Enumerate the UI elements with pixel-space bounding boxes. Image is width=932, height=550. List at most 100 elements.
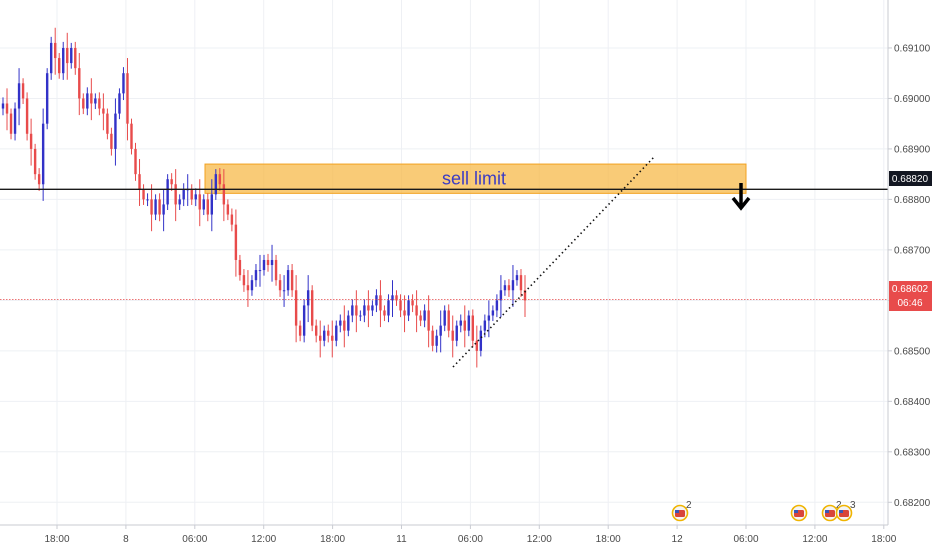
candle-body <box>238 259 242 276</box>
y-tick-label: 0.68800 <box>894 195 931 206</box>
candle-body <box>66 47 69 64</box>
candle-body <box>234 224 238 260</box>
candle-body <box>463 320 466 331</box>
sell-limit-label: sell limit <box>442 169 506 189</box>
candle-body <box>110 133 113 149</box>
candle-body <box>306 290 310 306</box>
candle-body <box>70 47 73 64</box>
y-tick-label: 0.68900 <box>894 144 931 155</box>
level-price-label: 0.68820 <box>892 174 929 185</box>
candle-body <box>491 310 495 316</box>
candle-body <box>250 280 254 291</box>
candle-body <box>302 305 306 336</box>
candle-body <box>475 340 479 351</box>
candle-body <box>90 93 93 104</box>
candle-body <box>178 199 181 205</box>
candle-body <box>407 300 410 316</box>
candle-body <box>519 275 523 291</box>
candle-body <box>399 300 402 311</box>
countdown-label: 06:46 <box>897 298 922 309</box>
y-tick-label: 0.68700 <box>894 245 931 256</box>
candle-body <box>174 184 177 205</box>
flag-canton <box>794 510 798 513</box>
candle-body <box>459 320 462 326</box>
candle-body <box>363 305 366 316</box>
candle-body <box>347 315 350 331</box>
time-axis[interactable]: 18:00 8 06:00 12:00 18:00 11 06:00 12:00 18:00 12… <box>44 525 897 545</box>
candle-body <box>282 290 286 292</box>
badge-count: 2 <box>686 500 692 511</box>
price-axis[interactable]: 0.69100 0.69000 0.68900 0.68800 0.68700 0.686… <box>888 43 931 509</box>
y-tick-label: 0.68200 <box>894 498 931 509</box>
candle-body <box>122 73 125 94</box>
candle-body <box>230 214 234 225</box>
candle-body <box>499 290 503 301</box>
candle-body <box>487 315 491 321</box>
candle-body <box>29 133 33 149</box>
event-badge[interactable] <box>790 504 808 522</box>
candle-body <box>258 270 262 272</box>
candle-body <box>278 280 282 291</box>
candlestick-series <box>1 27 527 368</box>
candle-body <box>351 305 354 316</box>
candle-body <box>74 47 77 69</box>
x-tick-label: 06:00 <box>182 534 207 545</box>
x-tick-label: 12:00 <box>802 534 827 545</box>
candle-body <box>106 113 109 134</box>
candle-body <box>25 98 29 134</box>
candle-body <box>138 174 141 190</box>
x-tick-label: 12:00 <box>527 534 552 545</box>
candle-body <box>246 285 250 291</box>
candle-body <box>367 305 370 311</box>
candle-body <box>415 305 418 316</box>
y-tick-label: 0.69000 <box>894 94 931 105</box>
gridlines <box>0 0 888 525</box>
x-tick-label: 18:00 <box>871 534 896 545</box>
candle-body <box>403 310 406 316</box>
event-badge[interactable]: 2 <box>671 500 693 522</box>
candle-body <box>222 184 226 205</box>
candle-body <box>314 325 318 336</box>
candle-body <box>391 295 394 301</box>
candle-body <box>190 189 193 200</box>
candle-body <box>198 194 201 210</box>
candle-body <box>359 315 362 317</box>
y-tick-label: 0.68400 <box>894 397 931 408</box>
event-badge[interactable]: 3 <box>835 500 857 522</box>
candle-body <box>290 270 294 291</box>
candle-body <box>214 174 218 195</box>
candle-body <box>387 300 390 316</box>
candle-body <box>78 68 81 99</box>
candle-body <box>495 300 499 311</box>
sell-limit-zone[interactable] <box>204 163 747 194</box>
candle-body <box>154 199 157 215</box>
candle-body <box>479 330 483 351</box>
candle-body <box>58 58 61 74</box>
dotted-trendline[interactable] <box>452 155 656 368</box>
candle-body <box>206 199 209 215</box>
badge-count: 3 <box>850 500 856 511</box>
candle-body <box>158 199 161 215</box>
candle-body <box>298 325 302 336</box>
candle-body <box>355 305 358 316</box>
candle-body <box>202 199 205 210</box>
x-tick-label: 12 <box>672 534 684 545</box>
x-tick-label: 11 <box>396 534 407 545</box>
y-tick-label: 0.69100 <box>894 43 931 54</box>
candle-body <box>62 47 65 74</box>
candle-body <box>375 295 378 306</box>
candle-body <box>170 179 173 185</box>
candle-body <box>33 148 37 175</box>
flag-canton <box>839 510 843 513</box>
candle-body <box>1 103 5 109</box>
event-badge[interactable]: 2 <box>821 500 843 522</box>
candle-body <box>343 320 346 331</box>
candle-body <box>226 204 230 215</box>
candle-body <box>150 199 153 215</box>
candle-body <box>435 335 438 346</box>
candle-body <box>447 310 450 331</box>
candle-body <box>162 204 165 215</box>
candle-body <box>419 315 422 321</box>
